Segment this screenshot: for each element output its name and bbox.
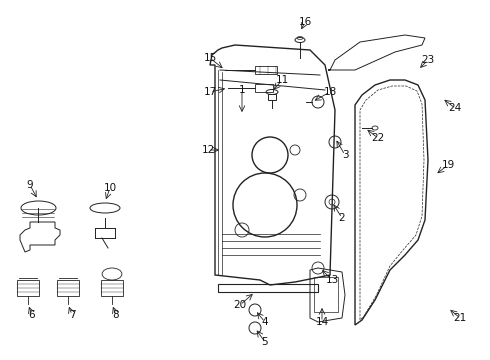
Text: 13: 13 (325, 275, 339, 285)
Bar (314, 277, 338, 312)
Text: 12: 12 (201, 145, 215, 155)
Text: 15: 15 (203, 53, 217, 63)
Bar (255, 66, 277, 74)
Text: 2: 2 (339, 213, 345, 223)
Text: 5: 5 (262, 337, 269, 347)
Bar (57, 280, 79, 296)
Text: 10: 10 (103, 183, 117, 193)
Text: 7: 7 (69, 310, 75, 320)
Text: 8: 8 (113, 310, 119, 320)
Text: 18: 18 (323, 87, 337, 97)
Text: 23: 23 (421, 55, 435, 65)
Bar (101, 280, 123, 296)
Text: 9: 9 (26, 180, 33, 190)
Text: 22: 22 (371, 133, 385, 143)
Text: 14: 14 (316, 317, 329, 327)
Text: 19: 19 (441, 160, 455, 170)
Text: 24: 24 (448, 103, 462, 113)
Text: 4: 4 (262, 317, 269, 327)
Text: 3: 3 (342, 150, 348, 160)
Text: 16: 16 (298, 17, 312, 27)
Text: 21: 21 (453, 313, 466, 323)
Bar (255, 84, 273, 92)
Text: 1: 1 (239, 85, 245, 95)
Bar (17, 280, 39, 296)
Text: 20: 20 (233, 300, 246, 310)
Bar (268, 94, 276, 100)
Bar (218, 284, 318, 292)
Text: 17: 17 (203, 87, 217, 97)
Text: 11: 11 (275, 75, 289, 85)
Text: 6: 6 (29, 310, 35, 320)
